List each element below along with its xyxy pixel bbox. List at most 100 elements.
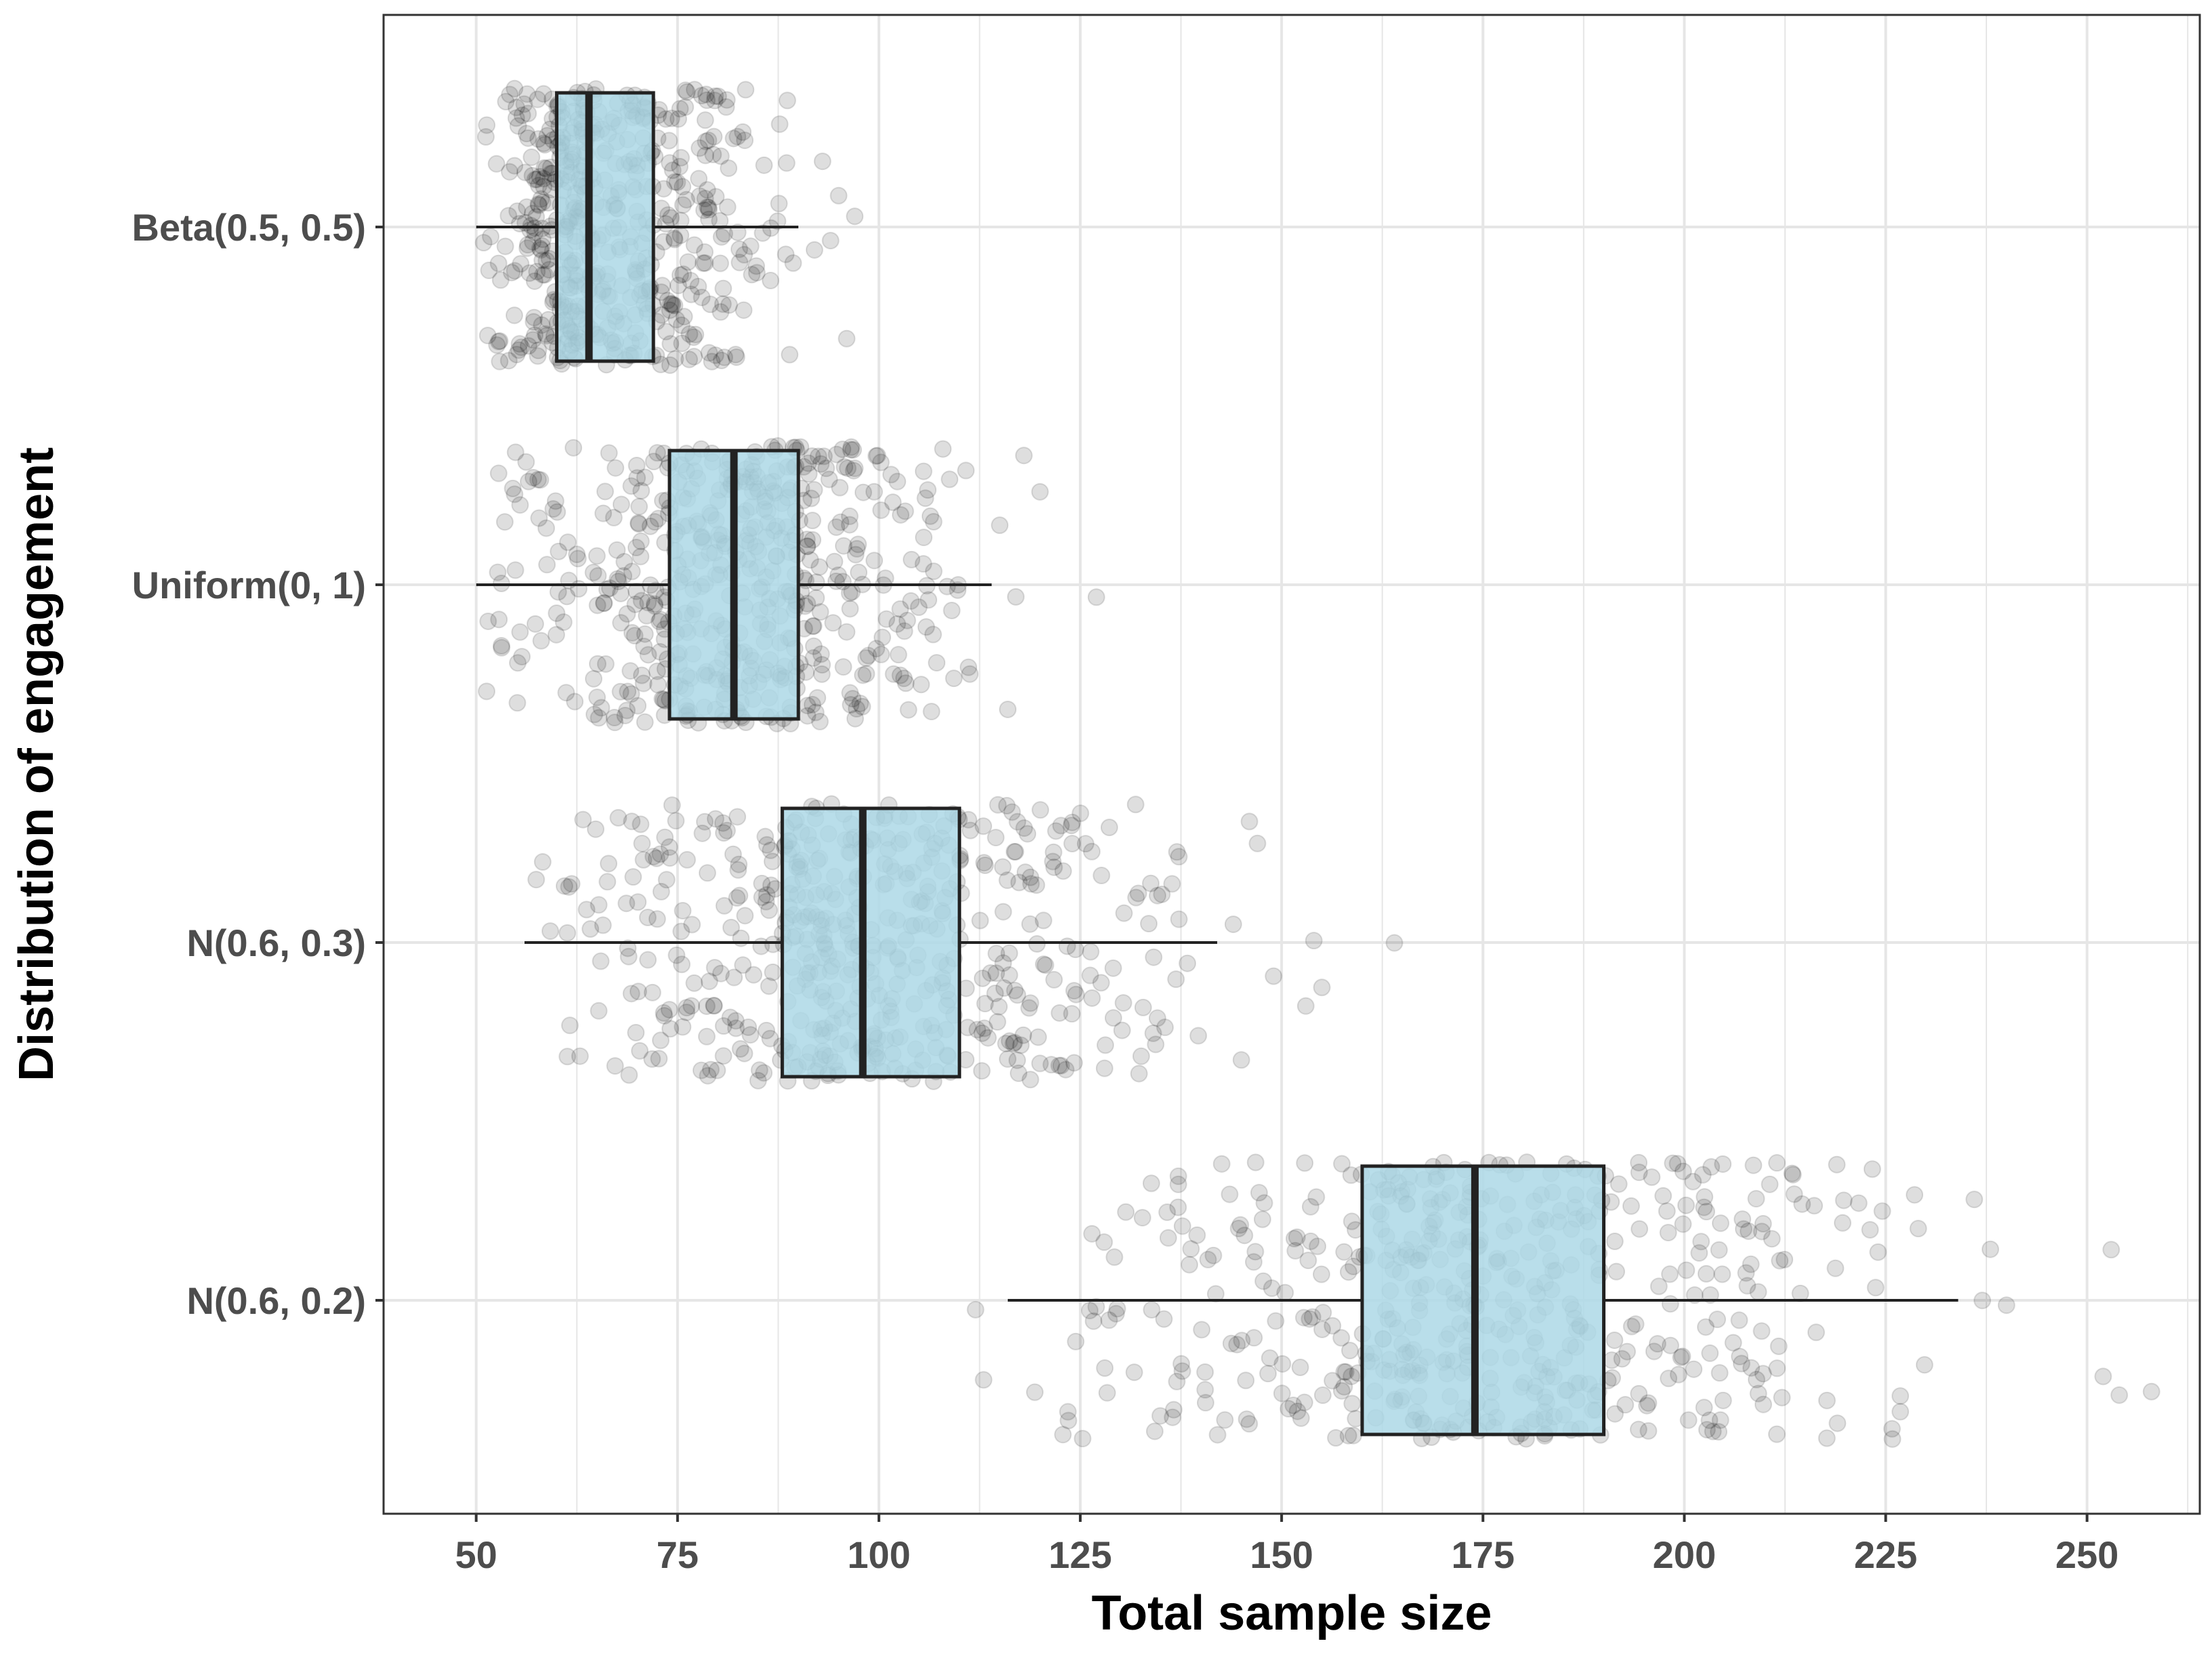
data-point — [1650, 1277, 1668, 1296]
data-point — [1645, 1342, 1663, 1361]
data-point — [524, 331, 542, 349]
data-point — [529, 347, 547, 365]
data-point — [707, 188, 725, 206]
data-point — [903, 550, 921, 568]
data-point — [1021, 868, 1040, 886]
data-point — [506, 485, 524, 503]
data-point — [1130, 1064, 1148, 1083]
data-point — [550, 542, 568, 560]
data-point — [661, 1020, 680, 1038]
data-point — [615, 566, 633, 585]
data-point — [1685, 1360, 1703, 1378]
data-point — [834, 658, 853, 676]
data-point — [1763, 1230, 1781, 1248]
data-point — [661, 295, 680, 313]
data-point — [537, 325, 555, 343]
data-point — [799, 454, 817, 472]
data-point — [655, 1007, 674, 1025]
data-point — [657, 871, 676, 889]
data-point — [1639, 1422, 1658, 1440]
data-point — [825, 552, 844, 571]
data-point — [698, 864, 716, 882]
data-point — [528, 262, 546, 281]
data-point — [1668, 1155, 1687, 1173]
data-point — [724, 129, 743, 148]
data-point — [1196, 1363, 1214, 1381]
data-point — [643, 1050, 661, 1068]
data-point — [1104, 1009, 1122, 1027]
data-point — [529, 130, 548, 148]
data-point — [1754, 1215, 1772, 1233]
data-point — [1237, 1410, 1256, 1428]
data-point — [609, 570, 627, 588]
data-point — [678, 83, 696, 101]
data-point — [513, 106, 531, 125]
data-point — [1095, 1059, 1113, 1077]
data-point — [517, 453, 535, 471]
data-point — [987, 829, 1005, 847]
data-point — [1083, 989, 1101, 1007]
data-point — [1173, 1217, 1191, 1235]
data-point — [679, 253, 697, 271]
data-point — [1695, 1198, 1713, 1216]
data-point — [812, 455, 830, 473]
data-point — [1168, 843, 1186, 861]
data-point — [508, 694, 527, 712]
data-point — [1142, 1174, 1160, 1193]
data-point — [1629, 1420, 1647, 1439]
data-point — [624, 868, 642, 886]
data-point — [661, 356, 679, 374]
data-point — [1050, 1004, 1069, 1022]
data-point — [532, 190, 550, 208]
data-point — [526, 170, 544, 188]
data-point — [973, 969, 991, 987]
data-point — [902, 592, 920, 610]
data-point — [671, 100, 689, 118]
data-point — [1698, 1203, 1716, 1221]
data-point — [1168, 1372, 1186, 1390]
data-point — [596, 482, 614, 501]
data-point — [1697, 1264, 1715, 1283]
data-point — [1273, 1355, 1292, 1373]
data-point — [848, 539, 866, 558]
data-point — [560, 1016, 579, 1035]
data-point — [961, 821, 979, 840]
data-point — [1134, 998, 1152, 1016]
data-point — [643, 983, 661, 1001]
data-point — [1677, 1196, 1695, 1214]
data-point — [656, 828, 674, 846]
data-point — [840, 516, 859, 534]
data-point — [804, 637, 823, 655]
data-point — [699, 131, 718, 150]
data-point — [1126, 795, 1145, 814]
data-point — [755, 1064, 773, 1082]
data-point — [705, 959, 724, 977]
data-point — [998, 1050, 1017, 1068]
data-point — [830, 186, 848, 205]
data-point — [1117, 1203, 1135, 1221]
data-point — [897, 674, 915, 692]
data-point — [846, 709, 864, 728]
data-point — [662, 109, 680, 127]
data-point — [619, 947, 638, 966]
data-point — [1863, 1160, 1881, 1178]
data-point — [529, 90, 547, 108]
data-point — [632, 666, 651, 684]
data-point — [683, 915, 701, 934]
data-point — [1031, 801, 1050, 819]
data-point — [994, 954, 1012, 972]
data-point — [1659, 1224, 1677, 1242]
data-point — [1696, 1318, 1715, 1336]
data-point — [1742, 1255, 1760, 1273]
data-point — [1263, 1279, 1281, 1298]
data-point — [1866, 1279, 1885, 1297]
data-point — [987, 945, 1006, 963]
data-point — [633, 834, 651, 852]
data-point — [499, 352, 518, 370]
data-point — [1674, 1162, 1692, 1180]
y-tick-label: N(0.6, 0.3) — [186, 922, 366, 964]
data-point — [1773, 1388, 1791, 1407]
data-point — [754, 224, 772, 242]
data-point — [594, 916, 612, 934]
